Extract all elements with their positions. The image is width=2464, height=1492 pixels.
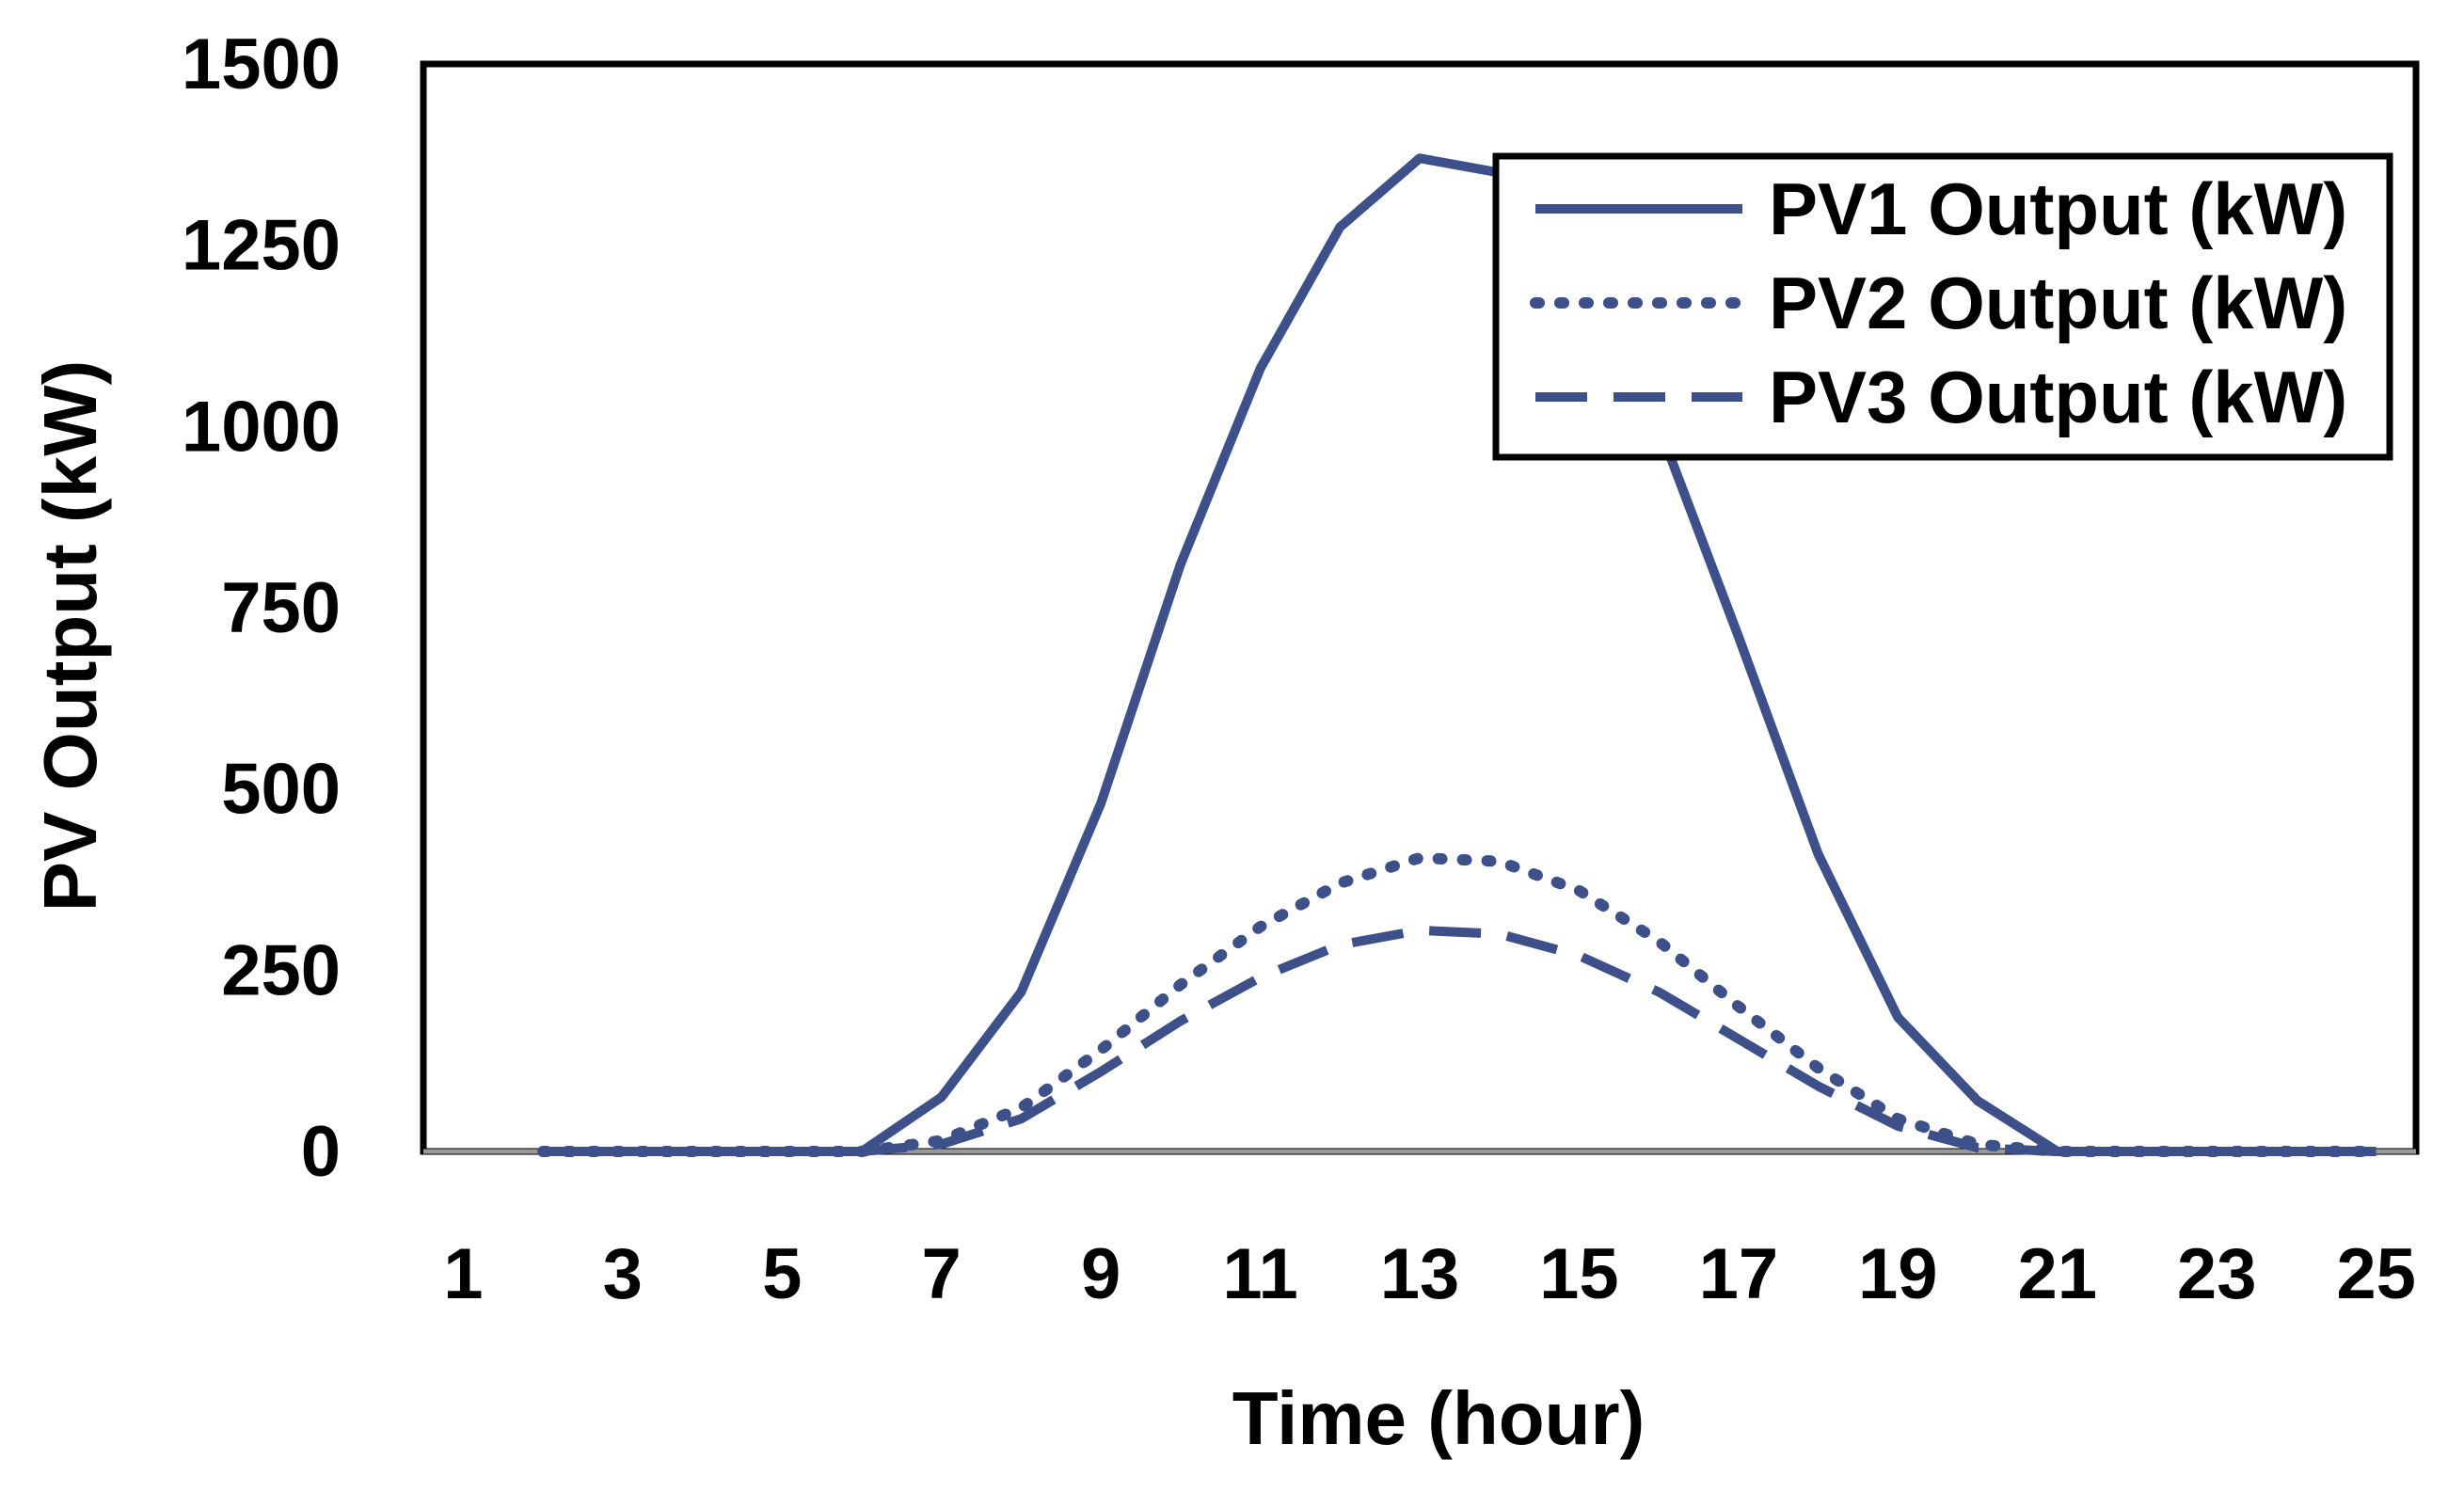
legend-label-pv3: PV3 Output (kW) (1769, 356, 2347, 438)
legend-label-pv2: PV2 Output (kW) (1769, 262, 2347, 344)
y-tick-label: 250 (221, 930, 341, 1010)
x-tick-label: 15 (1539, 1234, 1619, 1314)
x-axis-ticks: 1 3 5 7 9 11 13 15 17 19 21 23 25 (443, 1234, 2416, 1314)
y-tick-label: 1000 (182, 387, 341, 467)
x-tick-label: 7 (922, 1234, 962, 1314)
x-tick-label: 1 (443, 1234, 483, 1314)
x-axis-title: Time (hour) (1232, 1376, 1645, 1460)
x-tick-label: 3 (603, 1234, 643, 1314)
series-group (537, 153, 2382, 1157)
series-line-pv3 (543, 925, 2377, 1156)
x-tick-label: 25 (2336, 1234, 2416, 1314)
y-tick-label: 750 (221, 568, 341, 648)
y-tick-label: 1250 (182, 206, 341, 286)
y-tick-label: 0 (301, 1112, 341, 1192)
series-line-pv2 (537, 851, 2382, 1157)
y-axis-title: PV Output (kW) (28, 360, 112, 913)
legend: PV1 Output (kW) PV2 Output (kW) PV3 Output… (1492, 152, 2393, 461)
x-tick-label: 5 (762, 1234, 802, 1314)
y-tick-label: 500 (221, 750, 341, 830)
legend-label-pv1: PV1 Output (kW) (1769, 167, 2347, 250)
x-tick-label: 13 (1380, 1234, 1460, 1314)
x-tick-label: 17 (1699, 1234, 1779, 1314)
x-tick-label: 21 (2017, 1234, 2097, 1314)
y-tick-label: 1500 (182, 24, 341, 104)
y-axis-ticks: 0 250 500 750 1000 1250 1500 (182, 24, 341, 1192)
x-tick-label: 23 (2177, 1234, 2257, 1314)
x-tick-label: 19 (1858, 1234, 1938, 1314)
x-tick-label: 11 (1222, 1234, 1297, 1314)
x-tick-label: 9 (1081, 1234, 1121, 1314)
